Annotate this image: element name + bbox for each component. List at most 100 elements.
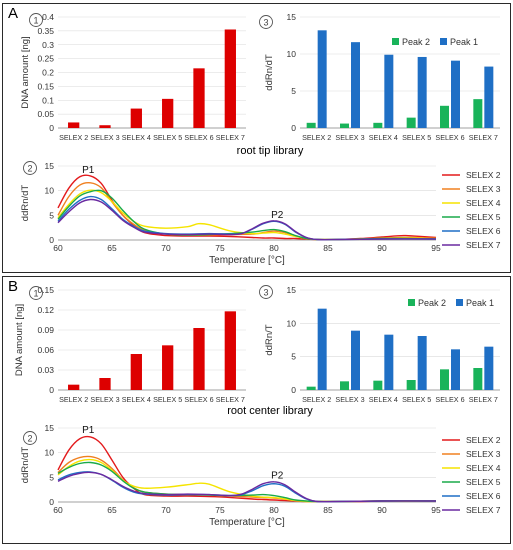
panel-a-dna-chart-ytick-label: 0.4: [42, 12, 54, 22]
panel-b-melt-chart-xtick-label: 90: [377, 505, 387, 515]
panel-b-dna-chart-category-label: SELEX 3: [90, 395, 119, 404]
panel-b-dna-chart-bar: [130, 354, 142, 390]
panel-a-peak-chart-bar-peak-1: [317, 30, 327, 128]
panel-b-dna-chart-ytick-label: 0.12: [37, 305, 54, 315]
panel-b-dna-chart-category-label: SELEX 2: [59, 395, 88, 404]
panel-a-dna-chart-bar: [193, 68, 205, 128]
panel-a-dna-chart-ytick-label: 0.15: [37, 81, 54, 91]
panel-b-melt-chart-xtick-label: 80: [269, 505, 279, 515]
panel-b-peak-chart-legend-label: Peak 2: [418, 298, 446, 308]
panel-a-dna-chart-ytick-label: 0.35: [37, 26, 54, 36]
panel-a-letter: A: [8, 5, 19, 22]
panel-b-dna-chart-bar: [162, 345, 174, 390]
panel-a-dna-chart-ytick-label: 0.1: [42, 95, 54, 105]
panel-a-dna-chart-bar: [224, 29, 236, 128]
panel-b-peak-chart-bar-peak-1: [317, 308, 327, 390]
panel-a-melt-chart-xtick-label: 80: [269, 243, 279, 253]
panel-a-peak-chart-ytick-label: 15: [287, 12, 297, 22]
panel-a-melt-chart-ytick-label: 5: [49, 210, 54, 220]
panel-a-melt-chart-marker-circle: [23, 161, 37, 175]
panel-a-peak-chart-category-label: SELEX 7: [469, 133, 498, 142]
panel-a-peak-chart-bar-peak-2: [473, 99, 483, 128]
panel-a-melt-chart-xtick-label: 70: [161, 243, 171, 253]
panel-a-peak-chart-legend-swatch: [392, 38, 399, 45]
panel-a-peak-chart-bar-peak-2: [440, 105, 449, 128]
panel-b-peak-chart-marker-circle: [259, 285, 273, 299]
panel-b-melt-chart-annotation: P2: [271, 470, 284, 481]
panel-b-melt-chart-ytick-label: 10: [45, 448, 55, 458]
panel-a: [2, 3, 511, 273]
panel-b-peak-chart-bar-peak-2: [340, 381, 349, 390]
panel-b-melt-chart-xtick-label: 85: [323, 505, 333, 515]
panel-a-melt-chart-y-axis-label: ddRn/dT: [20, 185, 31, 222]
panel-a-melt-chart-series-line-selex-7: [57, 198, 437, 241]
panel-b-peak-chart-bar-peak-1: [384, 334, 394, 390]
panel-b-dna-chart-category-label: SELEX 7: [216, 395, 245, 404]
panel-b-dna-chart-category-label: SELEX 4: [122, 395, 151, 404]
panel-b-peak-chart-bar-peak-2: [440, 369, 449, 390]
panel-b-melt-chart-annotation: P1: [82, 425, 95, 436]
panel-b-dna-chart-ytick-label: 0.03: [37, 365, 54, 375]
panel-a-melt-chart-xtick-label: 90: [377, 243, 387, 253]
panel-a-melt-chart-legend-label: SELEX 7: [466, 240, 501, 250]
panel-b-melt-chart-xtick-label: 70: [161, 505, 171, 515]
panel-b-melt-chart-xtick-label: 65: [107, 505, 117, 515]
panel-a-peak-chart-bar-peak-1: [451, 60, 460, 128]
panel-a-peak-chart-bar-peak-2: [406, 117, 416, 128]
panel-a-melt-chart-ytick-label: 0: [49, 235, 54, 245]
panel-b-melt-chart-xtick-label: 95: [431, 505, 441, 515]
panel-b-melt-chart-legend-label: SELEX 3: [466, 449, 501, 459]
panel-b-peak-chart-category-label: SELEX 7: [469, 395, 498, 404]
panel-a-melt-chart-xtick-label: 75: [215, 243, 225, 253]
panel-b-melt-chart-x-axis-label: Temperature [°C]: [209, 517, 285, 528]
panel-a-dna-chart-ytick-label: 0.3: [42, 40, 54, 50]
panel-a-dna-chart-category-label: SELEX 2: [59, 133, 88, 142]
panel-b-melt-chart-legend-label: SELEX 6: [466, 491, 501, 501]
panel-a-peak-chart-legend-label: Peak 2: [402, 37, 430, 47]
panel-a-dna-chart-y-axis-label: DNA amount [ng]: [20, 36, 31, 108]
panel-a-peak-chart-category-label: SELEX 3: [335, 133, 364, 142]
panel-b-peak-chart-category-label: SELEX 2: [302, 395, 331, 404]
panel-a-peak-chart-bar-peak-1: [417, 56, 427, 128]
panel-b-dna-chart-y-axis-label: DNA amount [ng]: [14, 304, 25, 376]
panel-b-peak-chart-legend-swatch: [408, 299, 415, 306]
panel-b-melt-chart-legend-label: SELEX 7: [466, 505, 501, 515]
panel-a-melt-chart-marker: 2: [27, 163, 32, 173]
panel-a-peak-chart-legend-label: Peak 1: [450, 37, 478, 47]
panel-b-melt-chart-marker: 2: [27, 433, 32, 443]
panel-a-peak-chart-bar-peak-2: [340, 123, 349, 128]
panel-a-dna-chart-category-label: SELEX 5: [153, 133, 182, 142]
panel-b-dna-chart-ytick-label: 0.06: [37, 345, 54, 355]
panel-a-melt-chart-legend-label: SELEX 2: [466, 170, 501, 180]
panel-a-dna-chart-ytick-label: 0: [49, 123, 54, 133]
panel-a-peak-chart-ytick-label: 5: [291, 86, 296, 96]
panel-a-melt-chart-legend-label: SELEX 4: [466, 198, 501, 208]
panel-a-peak-chart-marker-circle: [259, 15, 273, 29]
panel-b: [2, 276, 511, 544]
panel-a-dna-chart-bar: [162, 98, 174, 128]
panel-b-dna-chart-bar: [224, 311, 236, 390]
panel-a-library-title: root tip library: [236, 145, 304, 157]
panel-a-peak-chart-category-label: SELEX 6: [435, 133, 464, 142]
panel-b-peak-chart-ytick-label: 5: [291, 352, 296, 362]
panel-b-peak-chart-ytick-label: 0: [291, 385, 296, 395]
panel-b-dna-chart-ytick-label: 0: [49, 385, 54, 395]
panel-a-peak-chart-category-label: SELEX 4: [369, 133, 398, 142]
panel-a-peak-chart-bar-peak-1: [351, 42, 360, 128]
panel-b-peak-chart-legend-swatch: [456, 299, 463, 306]
panel-a-melt-chart-annotation: P2: [271, 210, 284, 221]
panel-a-dna-chart-marker: 1: [33, 15, 38, 25]
panel-b-peak-chart-bar-peak-2: [406, 380, 416, 390]
panel-b-dna-chart-marker-circle: [29, 286, 43, 300]
panel-b-peak-chart-y-axis-label: ddRn/T: [264, 324, 275, 355]
panel-b-peak-chart-category-label: SELEX 6: [435, 395, 464, 404]
panel-b-melt-chart-y-axis-label: ddRn/dT: [20, 447, 31, 484]
panel-a-dna-chart-ytick-label: 0.05: [37, 109, 54, 119]
panel-a-peak-chart-ytick-label: 0: [291, 123, 296, 133]
panel-a-dna-chart-ytick-label: 0.2: [42, 68, 54, 78]
panel-b-peak-chart-category-label: SELEX 5: [402, 395, 431, 404]
panel-a-melt-chart-xtick-label: 85: [323, 243, 333, 253]
panel-b-peak-chart-marker: 3: [263, 287, 268, 297]
panel-a-dna-chart-category-label: SELEX 4: [122, 133, 151, 142]
